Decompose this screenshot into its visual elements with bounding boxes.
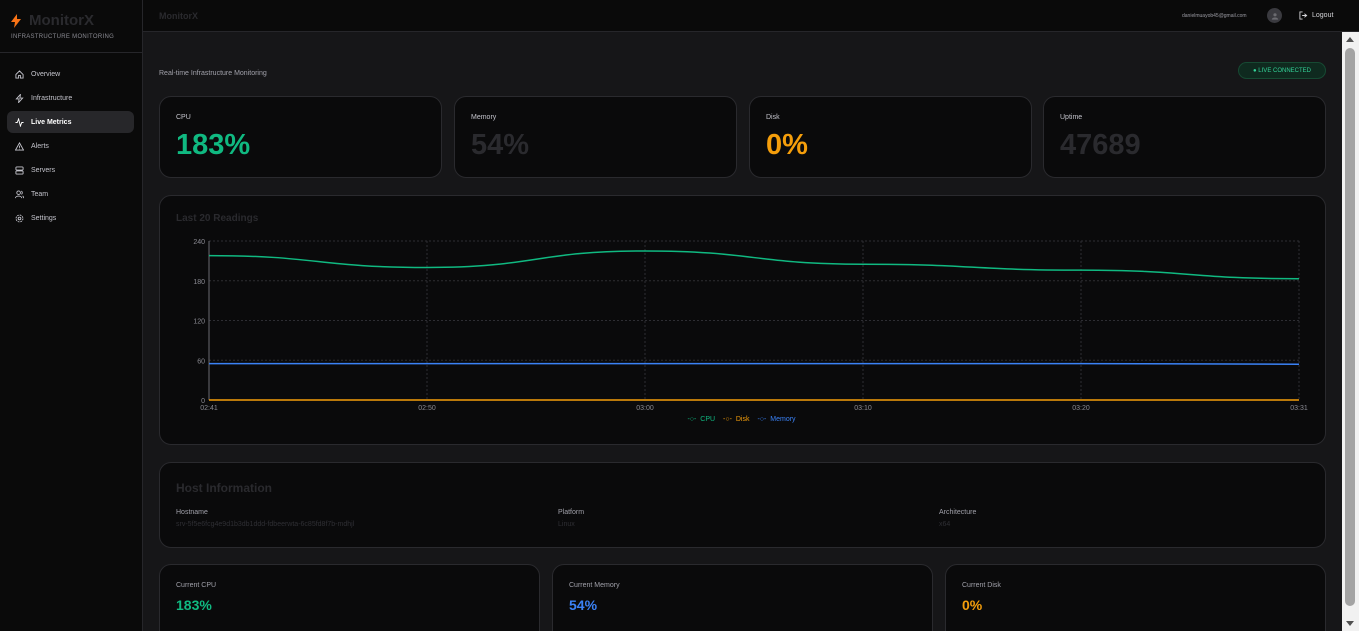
chart-legend: -○- CPU -○- Disk -○- Memory xyxy=(160,416,1325,423)
host-info-title: Host Information xyxy=(176,481,272,495)
x-tick-label: 03:10 xyxy=(854,405,872,412)
current-label: Current Disk xyxy=(962,582,1001,589)
legend-cpu[interactable]: -○- CPU xyxy=(687,416,716,423)
topbar: MonitorX danielmuayob45@gmail.com Logout xyxy=(143,0,1359,32)
legend-disk[interactable]: -○- Disk xyxy=(723,416,750,423)
architecture-value: x64 xyxy=(939,521,951,528)
logout-label: Logout xyxy=(1312,12,1334,19)
x-tick-label: 03:00 xyxy=(636,405,654,412)
sidebar-item-settings[interactable]: Settings xyxy=(7,207,134,229)
brand: MonitorX INFRASTRUCTURE MONITORING xyxy=(0,0,142,53)
host-hostname: Hostname srv-5f5e6fcg4e9d1b3db1ddd-fdbee… xyxy=(176,509,354,528)
current-value: 54% xyxy=(569,597,598,613)
main-content: Real-time Infrastructure Monitoring ● LI… xyxy=(143,32,1342,631)
activity-icon xyxy=(15,117,24,127)
stat-value: 47689 xyxy=(1060,129,1141,161)
scroll-down-icon[interactable] xyxy=(1346,621,1354,626)
stat-card-uptime: Uptime 47689 xyxy=(1043,96,1326,178)
sidebar-item-label: Overview xyxy=(31,70,61,78)
legend-label: Disk xyxy=(735,416,750,423)
user-email: danielmuayob45@gmail.com xyxy=(1182,13,1247,19)
current-value: 183% xyxy=(176,597,212,613)
hostname-value: srv-5f5e6fcg4e9d1b3db1ddd-fdbeerwta-6c85… xyxy=(176,521,355,528)
line-chart: 0 60 120 180 240 02:41 02:50 03:00 03:10 03:20 03:… xyxy=(193,239,1308,412)
home-icon xyxy=(15,69,24,79)
hostname-label: Hostname xyxy=(176,509,208,516)
scrollbar[interactable] xyxy=(1342,32,1359,631)
chart-card: Last 20 Readings 0 60 120 180 240 02:41 02:50 0… xyxy=(159,195,1326,445)
sidebar-item-live-metrics[interactable]: Live Metrics xyxy=(7,111,134,133)
platform-label: Platform xyxy=(558,509,585,516)
brand-subtitle: INFRASTRUCTURE MONITORING xyxy=(11,34,115,40)
y-tick-label: 120 xyxy=(193,319,205,326)
legend-memory[interactable]: -○- Memory xyxy=(757,416,796,423)
y-tick-label: 0 xyxy=(201,398,205,405)
scroll-up-icon[interactable] xyxy=(1346,37,1354,42)
sidebar: MonitorX INFRASTRUCTURE MONITORING Overv… xyxy=(0,0,143,631)
current-value: 0% xyxy=(962,597,983,613)
platform-value: Linux xyxy=(558,521,575,528)
current-disk-card: Current Disk 0% xyxy=(945,564,1326,631)
sidebar-item-alerts[interactable]: Alerts xyxy=(7,135,134,157)
host-info-card: Host Information Hostname srv-5f5e6fcg4e… xyxy=(159,462,1326,548)
y-tick-label: 240 xyxy=(193,239,205,246)
series-line-cpu xyxy=(208,250,1300,280)
stat-label: Disk xyxy=(766,114,780,121)
current-memory-card: Current Memory 54% xyxy=(552,564,933,631)
sidebar-item-infrastructure[interactable]: Infrastructure xyxy=(7,87,134,109)
stat-label: Uptime xyxy=(1060,114,1083,121)
avatar[interactable] xyxy=(1267,8,1282,23)
x-tick-label: 03:31 xyxy=(1290,405,1308,412)
sidebar-item-label: Settings xyxy=(31,214,57,222)
current-label: Current CPU xyxy=(176,582,217,589)
x-tick-label: 02:41 xyxy=(200,405,218,412)
architecture-label: Architecture xyxy=(939,509,977,516)
sidebar-item-label: Infrastructure xyxy=(31,94,73,102)
stat-value: 54% xyxy=(471,129,530,161)
gear-icon xyxy=(15,214,24,222)
scrollbar-thumb[interactable] xyxy=(1345,48,1355,606)
host-architecture: Architecture x64 xyxy=(939,509,976,528)
x-tick-label: 02:50 xyxy=(418,405,436,412)
bolt-logo-icon xyxy=(11,13,21,28)
legend-label: CPU xyxy=(700,416,716,423)
logout-button[interactable]: Logout xyxy=(1299,11,1333,20)
legend-label: Memory xyxy=(770,416,796,423)
user-icon xyxy=(1271,12,1278,20)
x-tick-label: 03:20 xyxy=(1072,405,1090,412)
page-subtitle: Real-time Infrastructure Monitoring xyxy=(159,70,267,77)
stat-value: 183% xyxy=(176,129,251,161)
stat-card-disk: Disk 0% xyxy=(749,96,1032,178)
host-platform: Platform Linux xyxy=(558,509,584,528)
chart-title: Last 20 Readings xyxy=(176,213,259,224)
sidebar-item-label: Alerts xyxy=(31,142,49,150)
stat-card-memory: Memory 54% xyxy=(454,96,737,178)
stat-label: CPU xyxy=(176,114,191,121)
status-badge: ● LIVE CONNECTED xyxy=(1238,62,1326,79)
sidebar-item-label: Live Metrics xyxy=(31,118,72,126)
users-icon xyxy=(15,189,24,198)
stat-label: Memory xyxy=(471,114,497,121)
logout-icon xyxy=(1299,11,1308,20)
sidebar-item-team[interactable]: Team xyxy=(7,183,134,205)
server-icon xyxy=(15,165,24,175)
sidebar-item-servers[interactable]: Servers xyxy=(7,159,134,181)
y-tick-label: 60 xyxy=(197,358,205,365)
sidebar-nav: Overview Infrastructure Live Metrics Ale… xyxy=(0,53,142,229)
current-label: Current Memory xyxy=(569,582,620,589)
y-tick-label: 180 xyxy=(193,279,205,286)
stat-card-cpu: CPU 183% xyxy=(159,96,442,178)
sidebar-item-label: Servers xyxy=(31,166,56,174)
topbar-title: MonitorX xyxy=(159,11,198,21)
series-line-memory xyxy=(209,362,1300,365)
brand-name: MonitorX xyxy=(29,12,94,29)
bolt-icon xyxy=(15,93,24,103)
sidebar-item-overview[interactable]: Overview xyxy=(7,63,134,85)
alert-triangle-icon xyxy=(15,141,24,151)
current-cpu-card: Current CPU 183% xyxy=(159,564,540,631)
sidebar-item-label: Team xyxy=(31,190,49,198)
stat-value: 0% xyxy=(766,129,808,161)
